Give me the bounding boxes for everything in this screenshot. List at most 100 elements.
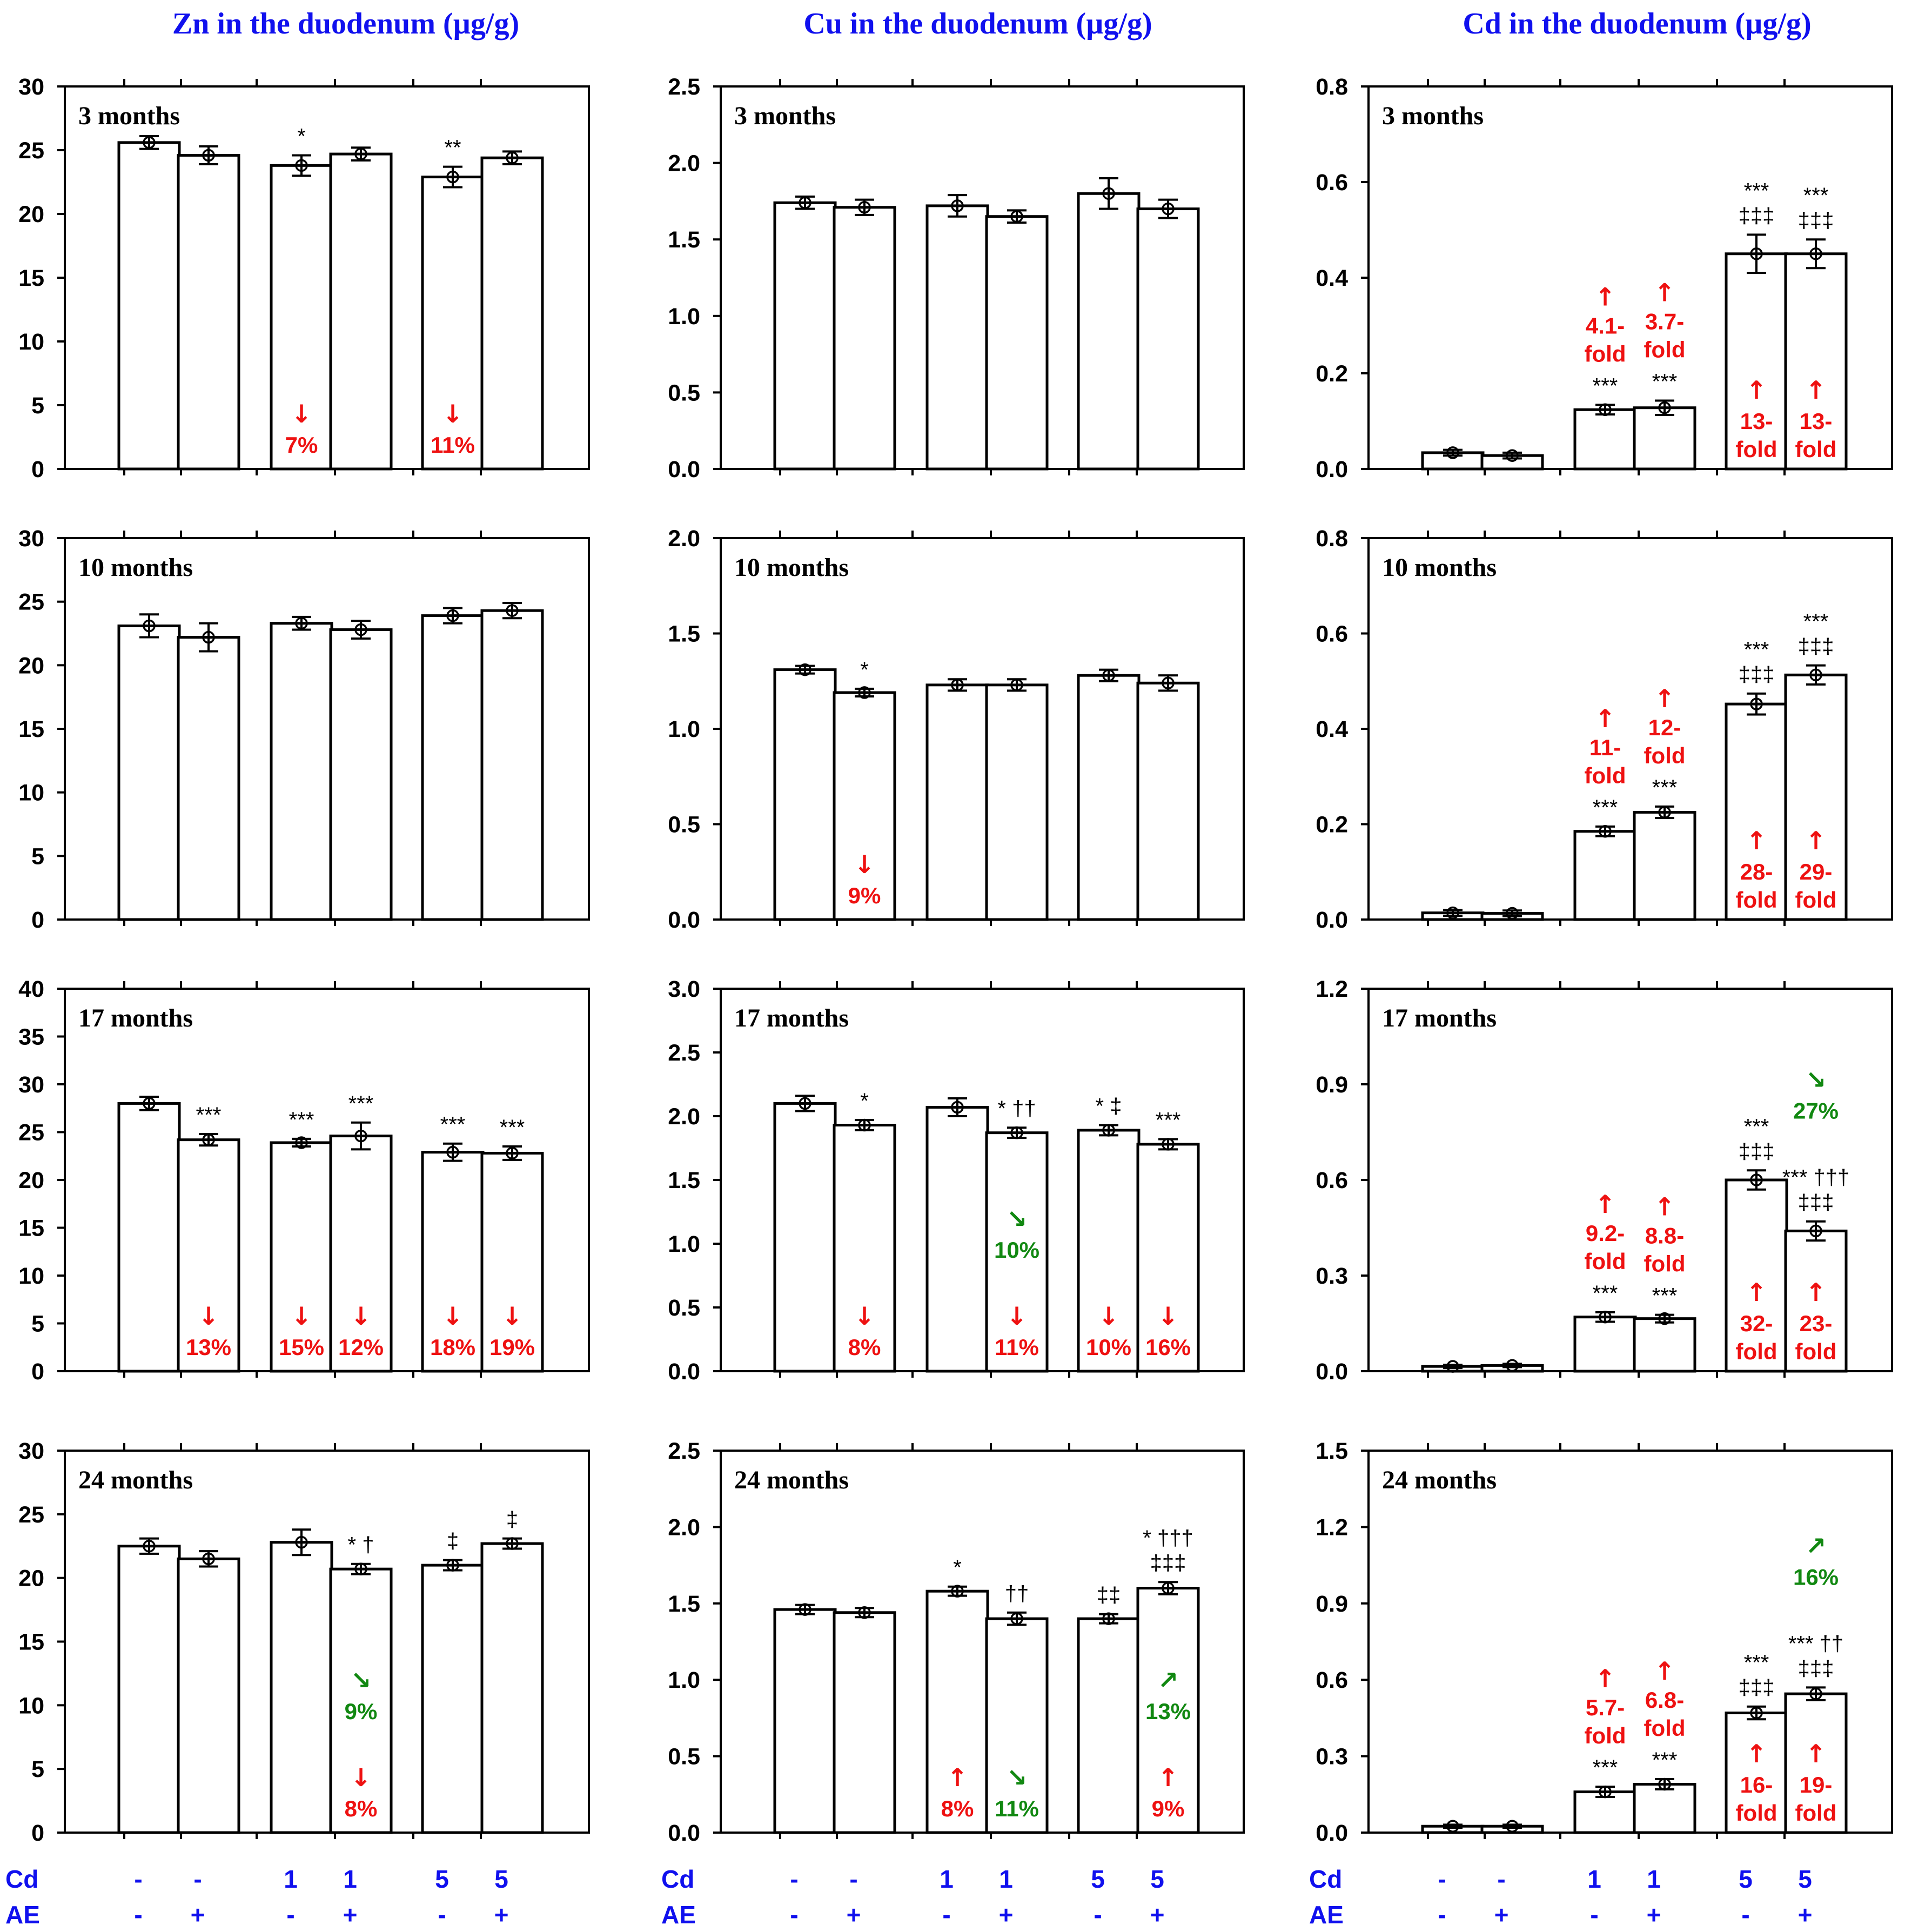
significance-label-line: ‡‡‡: [1739, 204, 1775, 227]
y-tick-label: 20: [18, 1566, 44, 1592]
ae-status-label: +: [191, 1901, 205, 1929]
y-tick-label: 0.5: [668, 1295, 700, 1321]
bar: [833, 1611, 896, 1834]
change-label: 19%: [489, 1334, 535, 1360]
significance-label-line: ***: [1744, 179, 1769, 203]
cd-dose-label: 1: [1647, 1865, 1661, 1893]
panel-cd-17: 0.0 0.3 0.6 0.9 1.2 17 months *** 9.2- fold ↑ *** 8…: [1316, 976, 1893, 1385]
significance-label: ***: [289, 1108, 314, 1132]
y-tick-label: 5: [31, 843, 44, 869]
bar: [1633, 406, 1696, 471]
bar: [1784, 673, 1848, 921]
change-arrow: ↓: [442, 1302, 464, 1331]
change-label: 13%: [186, 1334, 231, 1360]
panel-title: 17 months: [78, 1004, 193, 1032]
panel-title: 10 months: [78, 553, 193, 582]
y-tick-label: 15: [18, 1216, 44, 1242]
change-label-line: 8.8-: [1645, 1223, 1684, 1249]
significance-label: *: [860, 1089, 869, 1113]
change-label: 29- fold: [1795, 859, 1837, 913]
y-tick-label: 0.0: [1316, 1820, 1348, 1846]
change-label: 13- fold: [1795, 408, 1837, 462]
change-label: 9%: [1152, 1796, 1185, 1821]
ae-change-label: 10%: [994, 1237, 1039, 1263]
ae-status-label: +: [1647, 1901, 1661, 1929]
change-label-line: 9%: [1152, 1796, 1185, 1821]
mean-marker: [295, 159, 308, 172]
panel-cu-24: 0.0 0.5 1.0 1.5 2.0 2.5 24 months * 8% ↑ †† 11% ↘ ‡‡ *…: [661, 1438, 1245, 1929]
significance-label: ‡‡: [1097, 1584, 1121, 1607]
mean-marker: [1446, 1820, 1459, 1833]
panel-cd-3: 0.0 0.2 0.4 0.6 0.8 3 months *** 4.1- fold ↑ *** 3.…: [1316, 74, 1893, 482]
change-arrow: ↑: [1746, 1278, 1767, 1307]
change-label: 15%: [279, 1334, 324, 1360]
change-arrow: ↓: [1007, 1302, 1028, 1331]
significance-label-line: *: [953, 1556, 962, 1580]
mean-marker: [354, 147, 367, 160]
change-arrow: ↑: [947, 1763, 968, 1792]
change-label-line: 19%: [489, 1334, 535, 1360]
cd-dose-label: 5: [1150, 1865, 1164, 1893]
y-tick-label: 0.8: [1316, 74, 1348, 100]
panel-cd-24: 0.0 0.3 0.6 0.9 1.2 1.5 24 months *** 5.7- fold ↑ *…: [1309, 1438, 1893, 1929]
mean-marker: [951, 199, 964, 212]
column-title: Cu in the duodenum (µg/g): [803, 7, 1152, 41]
panel-title: 3 months: [734, 102, 836, 130]
mean-marker: [1809, 247, 1822, 260]
bar: [1136, 681, 1200, 921]
mean-marker: [1446, 446, 1459, 459]
change-label-line: fold: [1736, 1339, 1777, 1364]
bar: [270, 1541, 333, 1834]
mean-marker: [858, 200, 871, 214]
change-arrow: ↑: [1595, 1664, 1616, 1693]
change-label: 16%: [1145, 1334, 1191, 1360]
cd-dose-label: 1: [999, 1865, 1013, 1893]
change-label-line: 11%: [995, 1334, 1039, 1360]
mean-marker: [506, 1146, 519, 1160]
change-label-line: fold: [1795, 1800, 1837, 1826]
change-label-line: 13-: [1800, 408, 1833, 434]
significance-label-line: *** †††: [1782, 1166, 1850, 1190]
change-label-line: fold: [1585, 1249, 1626, 1274]
significance-label: ***: [348, 1092, 374, 1116]
change-label: 11- fold: [1585, 735, 1626, 788]
panel-title: 10 months: [734, 553, 849, 582]
y-tick-label: 20: [18, 202, 44, 227]
ae-change-label: 16%: [1793, 1564, 1839, 1589]
y-tick-label: 0.4: [1316, 716, 1348, 742]
change-label-line: 29-: [1800, 859, 1833, 884]
change-label-line: 6.8-: [1645, 1687, 1684, 1713]
change-label-line: 3.7-: [1645, 308, 1684, 334]
panel-cu-10: 0.0 0.5 1.0 1.5 2.0 10 months * 9% ↓: [668, 526, 1245, 933]
significance-label: ***: [440, 1113, 466, 1137]
mean-marker: [1750, 1706, 1763, 1720]
significance-label-line: * ††: [997, 1097, 1036, 1121]
panel-title: 17 months: [734, 1004, 849, 1032]
y-tick-label: 1.0: [668, 304, 700, 330]
y-tick-label: 0.6: [1316, 621, 1348, 647]
mean-marker: [1506, 1820, 1519, 1833]
change-arrow: ↓: [351, 1763, 372, 1792]
bar: [1573, 830, 1637, 921]
y-tick-label: 1.2: [1316, 1514, 1348, 1540]
y-tick-label: 30: [18, 74, 44, 100]
bar: [1077, 674, 1141, 921]
significance-label-line: ***: [1744, 1651, 1769, 1675]
bar: [773, 1608, 837, 1834]
change-label-line: 12%: [338, 1334, 384, 1360]
mean-marker: [1506, 449, 1519, 462]
bar: [329, 628, 393, 921]
ae-change-label: 13%: [1145, 1699, 1191, 1724]
column-title: Zn in the duodenum (µg/g): [172, 7, 519, 41]
significance-label: ***: [1652, 1748, 1678, 1772]
mean-marker: [446, 1145, 459, 1159]
change-label-line: fold: [1585, 763, 1626, 788]
mean-marker: [1506, 1359, 1519, 1372]
change-label: 8%: [941, 1796, 974, 1821]
significance-label: ***: [1652, 1284, 1678, 1308]
change-label: 5.7- fold: [1585, 1695, 1626, 1748]
ae-status-label: -: [1438, 1901, 1446, 1929]
y-tick-label: 15: [18, 265, 44, 291]
significance-label-line: ‡‡‡: [1150, 1551, 1186, 1575]
